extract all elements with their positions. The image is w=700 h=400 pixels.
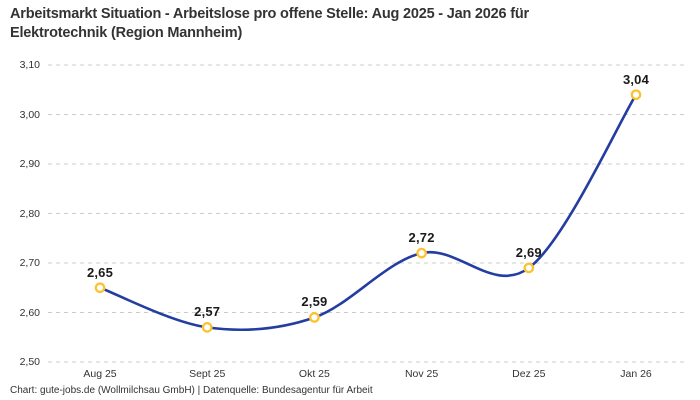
- data-point-value-label: 2,57: [194, 304, 221, 320]
- x-axis-tick-label: Nov 25: [404, 368, 439, 380]
- y-axis-tick-label: 2,80: [19, 207, 40, 220]
- y-axis-tick-label: 2,70: [19, 257, 40, 269]
- data-point-value-label: 2,69: [515, 244, 542, 260]
- x-axis-tick-label: Okt 25: [298, 368, 330, 380]
- y-axis-tick-label: 2,90: [19, 158, 40, 170]
- chart-title-line2: Elektrotechnik (Region Mannheim): [10, 25, 243, 42]
- attribution-text: Chart: gute-jobs.de (Wollmilchsau GmbH) …: [10, 385, 373, 396]
- y-axis-tick-label: 3,00: [19, 108, 40, 121]
- data-point-value-label: 3,04: [622, 71, 650, 87]
- data-point-marker[interactable]: [630, 89, 642, 101]
- y-axis-tick-label: 2,50: [19, 356, 40, 368]
- x-axis-tick-label: Jan 26: [620, 368, 652, 380]
- series-line: [98, 93, 638, 332]
- x-axis-tick-label: Aug 25: [83, 368, 117, 380]
- data-point-value-label: 2,72: [408, 230, 435, 246]
- data-point-marker[interactable]: [309, 312, 320, 323]
- data-point-marker[interactable]: [416, 247, 427, 259]
- data-point-value-label: 2,59: [301, 294, 328, 310]
- chart-title: Arbeitsmarkt Situation - Arbeitslose pro…: [10, 5, 529, 43]
- data-point-marker[interactable]: [201, 321, 213, 333]
- data-point-value-label: 2,65: [86, 264, 114, 280]
- y-axis-tick-label: 2,60: [19, 306, 40, 319]
- y-axis-tick-label: 3,10: [19, 59, 40, 71]
- data-point-marker[interactable]: [523, 262, 535, 274]
- x-axis-tick-label: Dez 25: [512, 368, 546, 380]
- x-axis-tick-label: Sept 25: [189, 368, 226, 380]
- chart-title-line1: Arbeitsmarkt Situation - Arbeitslose pro…: [10, 6, 529, 22]
- data-point-marker[interactable]: [94, 282, 106, 294]
